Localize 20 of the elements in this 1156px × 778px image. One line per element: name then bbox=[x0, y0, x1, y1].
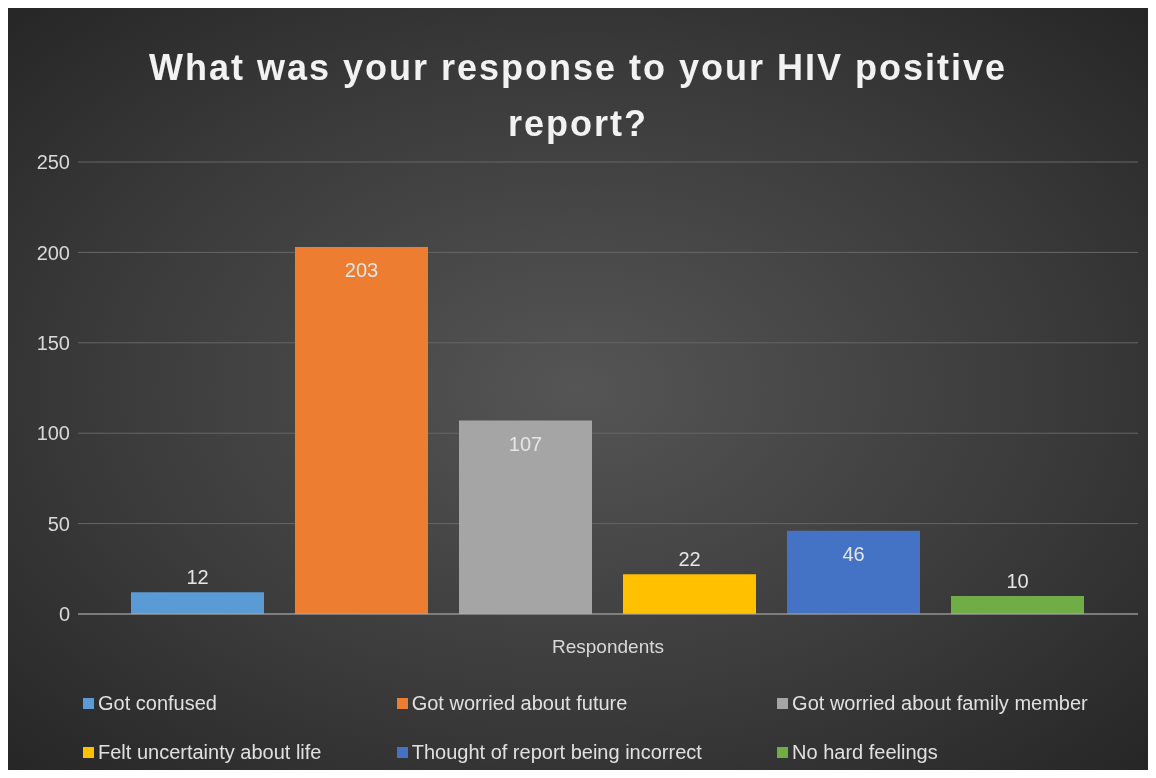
y-tick-label: 150 bbox=[36, 331, 70, 354]
y-tick-label: 0 bbox=[58, 603, 70, 626]
y-tick-label: 200 bbox=[36, 241, 70, 264]
chart-title: What was your response to your HIV positive report? bbox=[147, 46, 1009, 146]
data-label: 22 bbox=[678, 548, 701, 571]
data-label: 203 bbox=[344, 258, 379, 281]
legend-label: No hard feelings bbox=[792, 741, 938, 764]
legend-label: Got worried about family member bbox=[792, 692, 1088, 715]
legend-label: Got confused bbox=[98, 692, 217, 715]
y-tick-label: 100 bbox=[36, 422, 70, 445]
legend-label: Felt uncertainty about life bbox=[98, 741, 322, 764]
legend-label: Got worried about future bbox=[411, 692, 628, 715]
legend-label: Thought of report being incorrect bbox=[411, 741, 702, 764]
data-label: 12 bbox=[186, 566, 209, 589]
x-tick-label: Respondents bbox=[552, 636, 664, 658]
data-label: 107 bbox=[508, 432, 543, 455]
y-tick-label: 50 bbox=[47, 512, 70, 535]
data-label: 46 bbox=[842, 542, 865, 565]
data-label: 10 bbox=[1006, 569, 1029, 592]
y-tick-label: 250 bbox=[36, 151, 70, 174]
